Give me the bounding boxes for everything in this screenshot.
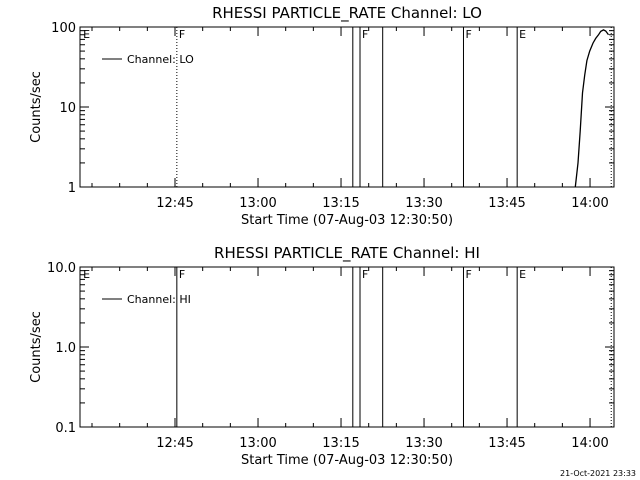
panel2-x-tick-label: 13:30 bbox=[405, 436, 442, 451]
panel1-flag-label: E bbox=[519, 28, 526, 41]
panel2-x-tick-label: 13:45 bbox=[488, 436, 525, 451]
panel1-title: RHESSI PARTICLE_RATE Channel: LO bbox=[212, 4, 482, 23]
panel2-plot-frame bbox=[79, 266, 615, 428]
panel2-flag-label: E bbox=[519, 268, 526, 281]
panel2-y-tick-label: 1.0 bbox=[55, 341, 76, 356]
panel1-x-axis-label: Start Time (07-Aug-03 12:30:50) bbox=[241, 213, 453, 228]
panel1-flag-label: F bbox=[362, 28, 368, 41]
panel2-x-tick-label: 12:45 bbox=[156, 436, 193, 451]
panel1-x-tick-label: 13:45 bbox=[488, 196, 525, 211]
panel1-y-tick-label: 1 bbox=[68, 181, 76, 196]
panel1-y-tick-label: 10 bbox=[59, 101, 76, 116]
footer-timestamp: 21-Oct-2021 23:33 bbox=[560, 469, 636, 478]
panel1-x-tick-label: 13:15 bbox=[322, 196, 359, 211]
panel1-series-line bbox=[574, 29, 610, 188]
panel1-x-tick-label: 13:00 bbox=[239, 196, 276, 211]
panel1-x-tick-label: 12:45 bbox=[156, 196, 193, 211]
panel2-title: RHESSI PARTICLE_RATE Channel: HI bbox=[214, 244, 480, 263]
panel1-x-tick-label: 13:30 bbox=[405, 196, 442, 211]
panel2-x-tick-label: 13:00 bbox=[239, 436, 276, 451]
panel1-y-axis-label: Counts/sec bbox=[29, 71, 44, 143]
panel2-flag-label: E bbox=[83, 268, 90, 281]
panel1-flag-label: E bbox=[83, 28, 90, 41]
panel2-x-tick-label: 13:15 bbox=[322, 436, 359, 451]
panel1-flag-label: F bbox=[465, 28, 471, 41]
panel2-y-tick-label: 10.0 bbox=[47, 261, 76, 276]
panel1-y-tick-label: 100 bbox=[51, 21, 76, 36]
panel2-y-tick-label: 0.1 bbox=[55, 421, 76, 436]
panel1-legend-label: Channel: LO bbox=[127, 53, 194, 66]
panel1-x-tick-label: 14:00 bbox=[571, 196, 608, 211]
panel1-plot-frame bbox=[79, 26, 615, 188]
panel2-x-tick-label: 14:00 bbox=[571, 436, 608, 451]
panel2-legend-label: Channel: HI bbox=[127, 293, 191, 306]
panel2-flag-label: F bbox=[465, 268, 471, 281]
panel1-flag-label: F bbox=[179, 28, 185, 41]
panel2-flag-label: F bbox=[362, 268, 368, 281]
panel2-flag-label: F bbox=[179, 268, 185, 281]
panel2-x-axis-label: Start Time (07-Aug-03 12:30:50) bbox=[241, 453, 453, 468]
panel2-y-axis-label: Counts/sec bbox=[29, 311, 44, 383]
